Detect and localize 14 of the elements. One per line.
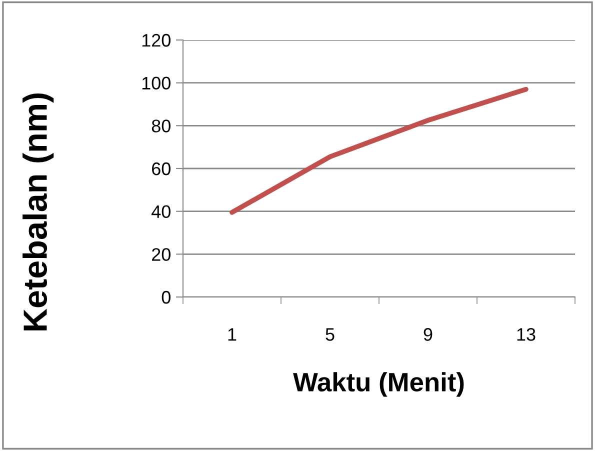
y-tick-label: 80 — [152, 120, 170, 132]
y-tick-label: 120 — [142, 34, 170, 47]
y-tick-label: 40 — [152, 205, 170, 218]
x-tick-label: 1 — [228, 328, 236, 341]
y-axis-title: Ketebalan (nm) — [22, 93, 54, 330]
x-tick-label: 9 — [424, 328, 432, 341]
y-tick-label: 0 — [162, 290, 170, 304]
line-series — [230, 86, 528, 215]
y-tick-label: 60 — [152, 162, 170, 176]
x-axis-title: Waktu (Menit) — [293, 372, 464, 397]
x-tick-label: 5 — [326, 328, 334, 341]
x-tick-label: 13 — [517, 328, 536, 341]
y-tick-label: 20 — [152, 248, 170, 261]
y-tick-label: 100 — [142, 76, 170, 90]
